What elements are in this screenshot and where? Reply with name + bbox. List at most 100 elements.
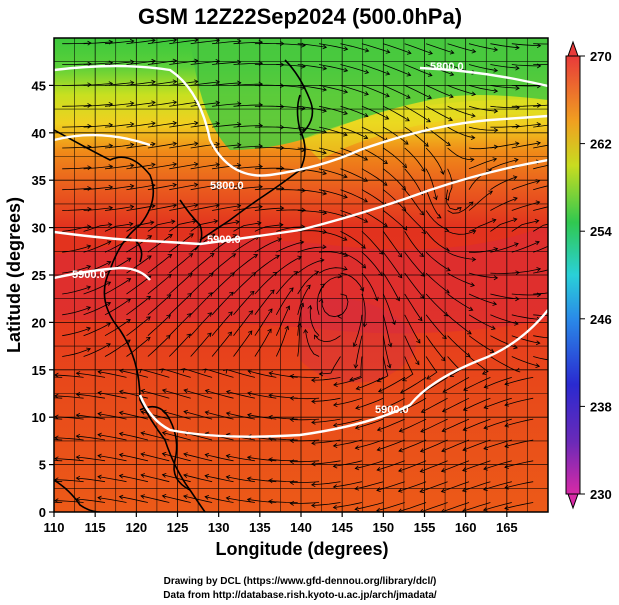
streamline-arrowhead bbox=[441, 356, 446, 362]
streamline-arrowhead bbox=[209, 253, 215, 258]
streamline-segment bbox=[83, 343, 111, 357]
streamline-segment bbox=[361, 126, 389, 142]
streamline-arrowhead bbox=[118, 473, 124, 479]
streamline-arrowhead bbox=[215, 121, 221, 127]
streamline-arrowhead bbox=[129, 183, 135, 189]
x-tick-label: 160 bbox=[455, 520, 477, 535]
streamline-segment bbox=[333, 481, 362, 488]
streamline-arrowhead bbox=[391, 320, 396, 326]
streamline-segment bbox=[233, 62, 263, 65]
y-tick-label: 40 bbox=[32, 126, 46, 141]
streamline-arrowhead bbox=[462, 406, 468, 412]
streamline-arrowhead bbox=[427, 94, 433, 100]
streamline-segment bbox=[290, 439, 320, 442]
streamline-segment bbox=[490, 197, 518, 211]
streamline-segment bbox=[62, 125, 92, 128]
contour-5900-west bbox=[54, 266, 151, 281]
streamline-segment bbox=[468, 64, 498, 72]
streamline-arrowhead bbox=[172, 120, 178, 126]
streamline-segment bbox=[169, 39, 198, 45]
streamline-arrowhead bbox=[332, 504, 338, 510]
streamline-segment bbox=[276, 105, 306, 110]
streamline-arrowhead bbox=[364, 69, 370, 75]
streamline-segment bbox=[420, 439, 448, 452]
streamline-arrowhead bbox=[257, 220, 262, 226]
streamline-segment bbox=[447, 105, 476, 117]
x-tick-label: 135 bbox=[249, 520, 271, 535]
streamline-arrowhead bbox=[427, 72, 433, 77]
streamline-segment bbox=[511, 104, 541, 107]
streamline-arrowhead bbox=[172, 58, 178, 64]
streamline-segment bbox=[404, 105, 431, 123]
streamline-segment bbox=[404, 335, 420, 365]
streamline-arrowhead bbox=[363, 112, 369, 118]
streamline-segment bbox=[533, 185, 548, 191]
streamline-segment bbox=[511, 180, 540, 191]
streamline-arrowhead bbox=[558, 161, 562, 165]
streamline-arrowhead bbox=[386, 363, 392, 369]
streamline-segment bbox=[340, 64, 369, 74]
streamline-arrowhead bbox=[354, 485, 360, 491]
streamline-segment bbox=[162, 389, 191, 399]
streamline-segment bbox=[382, 231, 403, 258]
streamline-segment bbox=[355, 460, 384, 469]
streamline-arrowhead bbox=[504, 402, 509, 407]
streamline-arrowhead bbox=[75, 475, 81, 481]
streamline-arrowhead bbox=[268, 457, 273, 463]
streamline-arrowhead bbox=[172, 162, 178, 167]
streamline-segment bbox=[140, 495, 170, 503]
streamline-arrowhead bbox=[504, 422, 510, 428]
streamline-segment bbox=[399, 397, 427, 413]
streamline-segment bbox=[425, 189, 442, 219]
streamline-segment bbox=[468, 105, 498, 112]
streamline-arrowhead bbox=[208, 292, 213, 297]
streamline-segment bbox=[141, 453, 170, 462]
streamline-segment bbox=[511, 220, 539, 232]
streamline-arrowhead bbox=[385, 70, 391, 76]
streamline-arrowhead bbox=[483, 404, 489, 410]
contour-label-5900-a: 5900.0 bbox=[207, 234, 241, 246]
streamline-segment bbox=[83, 224, 112, 232]
streamline-arrowhead bbox=[376, 426, 382, 432]
streamline-arrowhead bbox=[166, 314, 171, 319]
streamline-arrowhead bbox=[332, 422, 338, 428]
streamline-segment bbox=[382, 314, 392, 347]
streamline-arrowhead bbox=[225, 475, 231, 480]
streamline-segment bbox=[247, 370, 277, 378]
streamline-segment bbox=[275, 287, 294, 315]
streamline-arrowhead bbox=[75, 371, 81, 376]
streamline-segment bbox=[361, 231, 384, 255]
streamline-arrowhead bbox=[397, 488, 403, 493]
streamline-segment bbox=[447, 168, 453, 201]
streamline-segment bbox=[126, 296, 151, 316]
streamline-arrowhead bbox=[383, 222, 388, 227]
streamline-segment bbox=[383, 64, 411, 76]
streamline-segment bbox=[425, 147, 444, 175]
streamline-segment bbox=[233, 330, 253, 357]
streamline-segment bbox=[233, 310, 253, 336]
streamline-arrowhead bbox=[204, 410, 210, 416]
streamline-segment bbox=[97, 455, 127, 462]
streamline-arrowhead bbox=[151, 141, 156, 147]
streamline-arrowhead bbox=[385, 93, 390, 98]
streamline-arrowhead bbox=[225, 453, 231, 459]
streamline-segment bbox=[382, 293, 396, 325]
streamline-segment bbox=[361, 272, 378, 301]
streamline-arrowhead bbox=[468, 306, 474, 311]
streamline-arrowhead bbox=[333, 382, 338, 387]
streamline-segment bbox=[119, 391, 148, 399]
streamline-segment bbox=[275, 305, 290, 336]
streamline-arrowhead bbox=[87, 82, 92, 88]
streamline-arrowhead bbox=[86, 285, 92, 291]
streamline-segment bbox=[333, 439, 362, 447]
streamline-arrowhead bbox=[493, 127, 499, 133]
x-tick-label: 130 bbox=[208, 520, 230, 535]
streamline-arrowhead bbox=[504, 484, 509, 490]
streamline-arrowhead bbox=[470, 282, 475, 287]
streamline-arrowhead bbox=[54, 498, 59, 504]
streamline-segment bbox=[340, 231, 366, 249]
streamline-arrowhead bbox=[449, 49, 455, 55]
streamline-segment bbox=[83, 207, 113, 211]
streamline-arrowhead bbox=[172, 100, 178, 105]
streamline-arrowhead bbox=[237, 80, 242, 86]
